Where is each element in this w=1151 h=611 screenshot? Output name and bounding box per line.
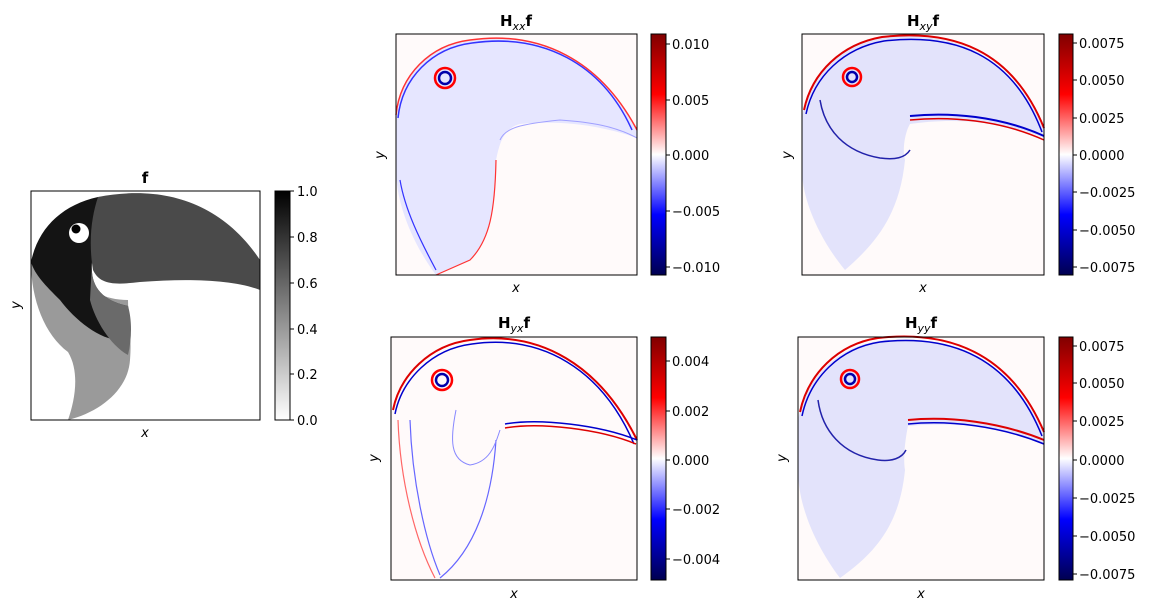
xlabel-f: x [140, 426, 149, 441]
colorbar-f: 0.0 0.2 0.4 0.6 0.8 1.0 [274, 185, 318, 429]
tick-label: 1.0 [297, 185, 318, 200]
ylabel-hyx: y [367, 454, 382, 463]
tick-label: −0.0050 [1079, 224, 1135, 239]
tick-label: 0.005 [672, 94, 709, 109]
colorbar-hyx: 0.004 0.002 0.000 −0.002 −0.004 [650, 336, 720, 581]
ylabel-hxy: y [780, 151, 795, 160]
tick-label: 0.000 [672, 454, 709, 469]
title-hyx: Hyxf [498, 314, 531, 335]
title-hxx: Hxxf [500, 12, 533, 33]
ylabel-hyy: y [775, 454, 790, 463]
tick-label: 0.6 [297, 277, 318, 292]
tick-label: 0.000 [672, 149, 709, 164]
tick-label: 0.0075 [1079, 37, 1125, 52]
panel-hxy: Hxyf x y 0.0075 0.0050 0.0025 0.0000 −0.… [780, 12, 1135, 296]
image-hyx [390, 336, 638, 581]
tick-label: 0.002 [672, 405, 709, 420]
beak-shape [90, 193, 260, 290]
tick-label: 0.0 [297, 414, 318, 429]
image-hxx [395, 33, 638, 276]
neck-shape [90, 262, 131, 355]
image-hxy [801, 33, 1045, 276]
title-hxy: Hxyf [907, 12, 940, 33]
title-hyy: Hyyf [905, 314, 938, 335]
colorbar-f-ticks: 0.0 0.2 0.4 0.6 0.8 1.0 [290, 185, 318, 429]
tick-label: −0.0075 [1079, 261, 1135, 276]
tick-label: −0.0025 [1079, 186, 1135, 201]
xlabel-hyy: x [916, 587, 925, 602]
tick-label: 0.4 [297, 323, 318, 338]
panel-hyx: Hyxf x y 0.004 0.002 0.000 −0.002 −0.00 [367, 314, 720, 602]
tick-label: −0.005 [672, 205, 720, 220]
title-f: f [142, 169, 149, 187]
panel-hyy: Hyyf x y 0.0075 0.0050 0.0025 0.0000 −0.… [775, 314, 1135, 602]
xlabel-hxx: x [511, 281, 520, 296]
colorbar-hxx: 0.010 0.005 0.000 −0.005 −0.010 [650, 33, 720, 276]
ylabel-hxx: y [373, 151, 388, 160]
tick-label: −0.0075 [1079, 568, 1135, 583]
colorbar-hxy: 0.0075 0.0050 0.0025 0.0000 −0.0025 −0.0… [1058, 33, 1135, 276]
xlabel-hxy: x [918, 281, 927, 296]
ylabel-f: y [9, 301, 24, 310]
tick-label: −0.010 [672, 261, 720, 276]
panel-f: f x y 0.0 0 [9, 169, 318, 441]
tick-label: 0.0000 [1079, 149, 1125, 164]
tick-label: −0.004 [672, 553, 720, 568]
tick-label: 0.0025 [1079, 112, 1125, 127]
tick-label: 0.0050 [1079, 74, 1125, 89]
tick-label: 0.0050 [1079, 377, 1125, 392]
throat-shape [31, 255, 131, 420]
tick-label: −0.0050 [1079, 530, 1135, 545]
xlabel-hyx: x [509, 587, 518, 602]
eye-pupil [71, 224, 81, 234]
tick-label: 0.010 [672, 38, 709, 53]
tick-label: 0.0075 [1079, 340, 1125, 355]
colorbar-hyy: 0.0075 0.0050 0.0025 0.0000 −0.0025 −0.0… [1058, 336, 1135, 583]
tick-label: 0.8 [297, 231, 318, 246]
tick-label: 0.0000 [1079, 454, 1125, 469]
panel-hxx: Hxxf x y 0.010 0.005 0.000 −0.005 −0.010 [373, 12, 720, 296]
tick-label: −0.0025 [1079, 492, 1135, 507]
tick-label: −0.002 [672, 503, 720, 518]
tick-label: 0.2 [297, 368, 318, 383]
image-hyy [797, 335, 1045, 581]
image-f [30, 190, 261, 421]
tick-label: 0.004 [672, 355, 709, 370]
tick-label: 0.0025 [1079, 415, 1125, 430]
